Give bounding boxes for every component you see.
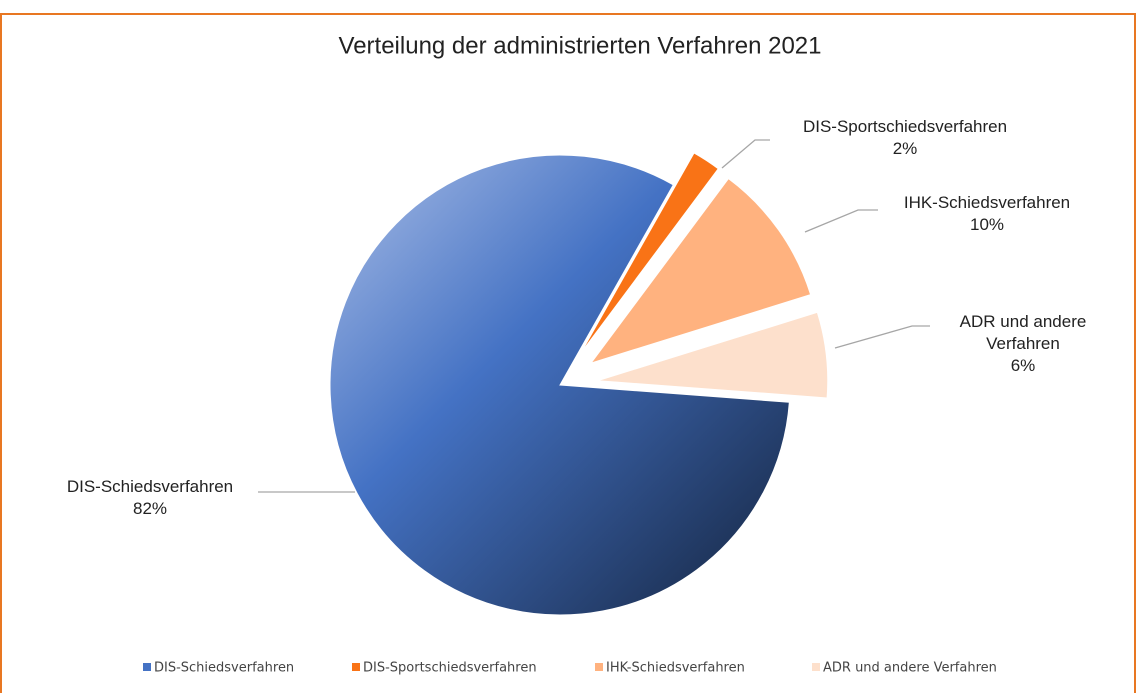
data-label-value: 10% — [969, 215, 1005, 234]
leader-line — [804, 209, 878, 233]
legend-label: DIS-Sportschiedsverfahren — [363, 661, 537, 676]
pie-slice — [589, 177, 812, 364]
frame — [0, 13, 1136, 693]
data-label-name: DIS-Schiedsverfahren — [66, 477, 234, 496]
data-label: DIS-Sportschiedsverfahren 2% — [775, 116, 1035, 160]
leader-line — [721, 139, 770, 169]
data-label: ADR und andere Verfahren 6% — [948, 311, 1098, 377]
data-label-name: IHK-Schiedsverfahren — [903, 193, 1071, 212]
data-label-name: DIS-Sportschiedsverfahren — [802, 117, 1008, 136]
data-label: IHK-Schiedsverfahren 10% — [877, 192, 1097, 236]
pie-slice — [597, 311, 829, 399]
legend-label: IHK-Schiedsverfahren — [606, 661, 745, 676]
legend-swatch — [143, 663, 151, 671]
data-label: DIS-Schiedsverfahren 82% — [30, 476, 270, 520]
leader-line — [834, 325, 930, 349]
data-label-value: 2% — [892, 139, 918, 158]
legend-swatch — [595, 663, 603, 671]
data-label-value: 6% — [1010, 356, 1036, 375]
chart-title: Verteilung der administrierten Verfahren… — [339, 32, 822, 59]
data-label-name: ADR und andere Verfahren — [959, 312, 1087, 353]
data-label-value: 82% — [132, 499, 168, 518]
legend-swatch — [352, 663, 360, 671]
legend-label: ADR und andere Verfahren — [823, 661, 997, 676]
pie-slice — [580, 152, 719, 354]
pie-slice — [329, 154, 790, 616]
legend-label: DIS-Schiedsverfahren — [154, 661, 294, 676]
legend-swatch — [812, 663, 820, 671]
